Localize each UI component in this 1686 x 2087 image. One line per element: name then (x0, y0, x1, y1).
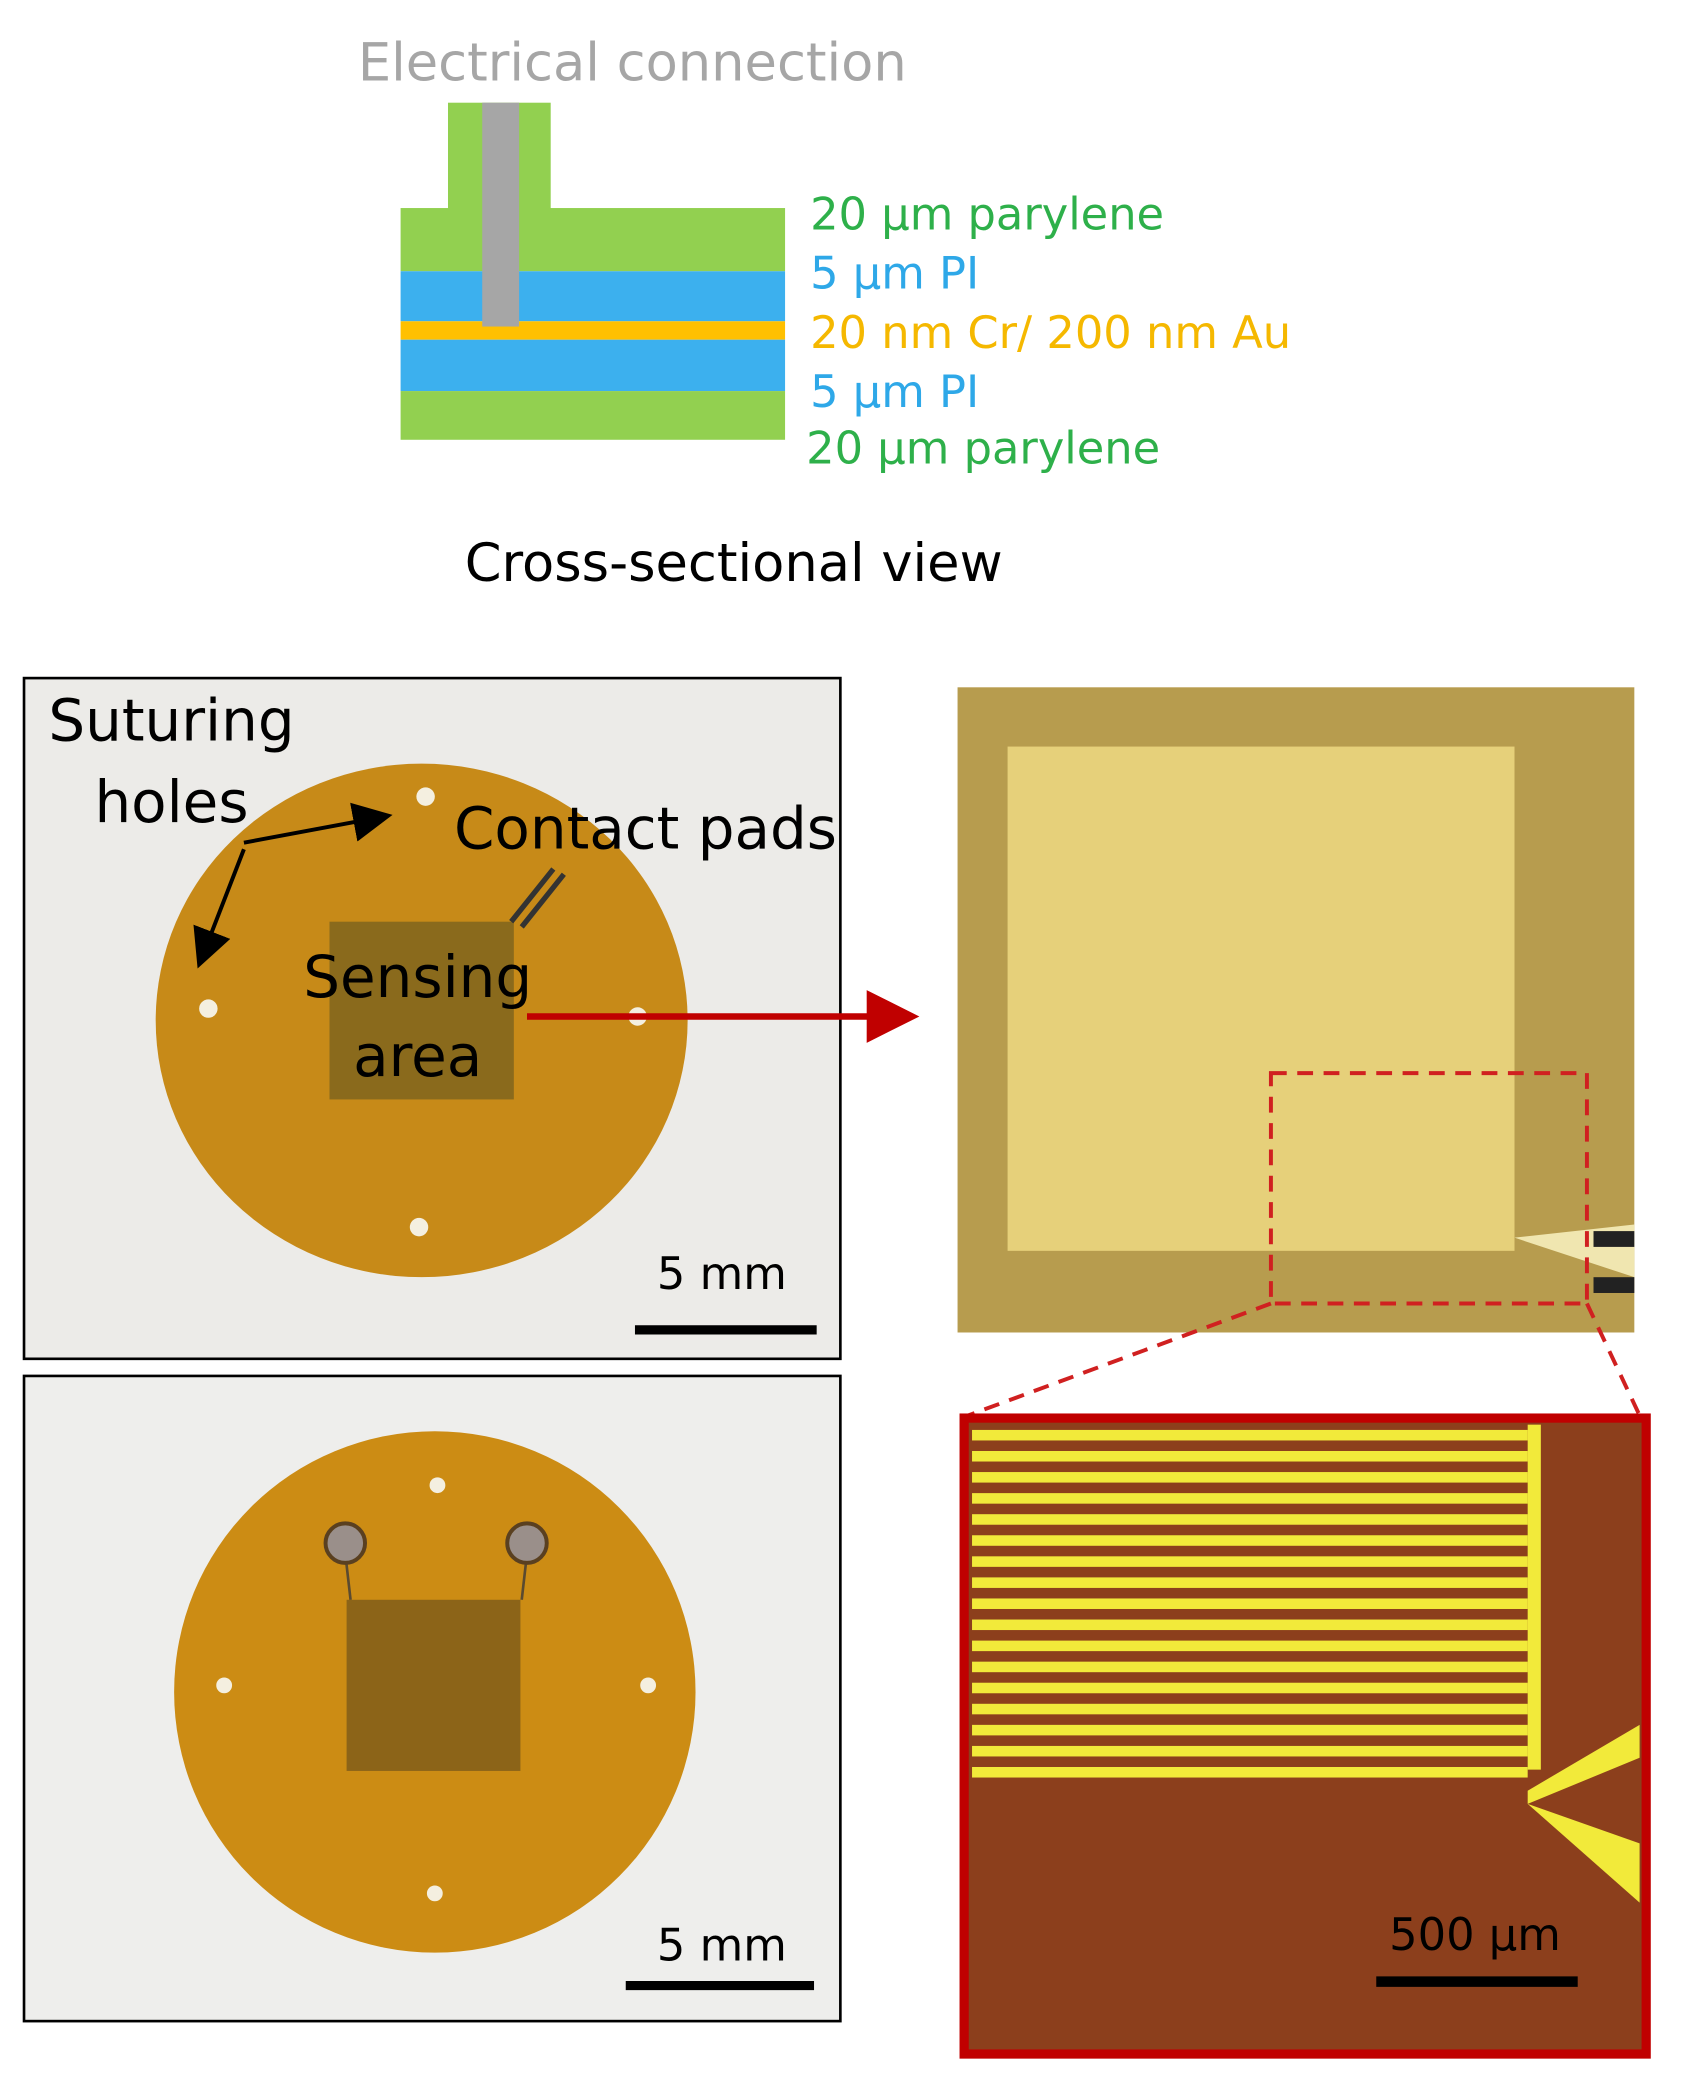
electrode-finger (972, 1472, 1528, 1483)
electrode-finger (972, 1703, 1528, 1715)
electrode-finger (972, 1514, 1528, 1525)
layer (400, 271, 786, 322)
layer (400, 391, 786, 440)
electrode-finger (972, 1556, 1528, 1567)
scale-bar-label: 500 µm (1389, 1908, 1561, 1961)
caption: Cross-sectional view (465, 533, 1003, 594)
layer-label: 20 µm parylene (806, 422, 1160, 475)
scale-bar-label: 5 mm (657, 1919, 787, 1972)
electrode-finger (972, 1682, 1528, 1694)
arrow-head (866, 990, 920, 1043)
label: holes (94, 768, 248, 836)
layer-label: 5 µm PI (810, 247, 979, 300)
electrode-finger (972, 1745, 1528, 1757)
connector (482, 102, 520, 327)
connection-label: Electrical connection (358, 32, 907, 93)
electrode-finger (972, 1640, 1528, 1652)
electrode-finger (972, 1577, 1528, 1588)
layer-label: 20 nm Cr/ 200 nm Au (810, 306, 1291, 359)
label: Suturing (48, 686, 294, 754)
electrode-finger (972, 1429, 1528, 1441)
layer-label: 5 µm PI (810, 365, 979, 418)
layer-label: 20 µm parylene (810, 187, 1164, 240)
cross-section: Electrical connection 20 µm parylene 5 µ… (358, 32, 1291, 593)
electrode-finger (972, 1450, 1528, 1462)
zoom-image: 500 µm (959, 1413, 1651, 2059)
photo-bottom: 5 mm (22, 1374, 842, 2023)
layer (400, 321, 786, 340)
label: Contact pads (454, 794, 837, 862)
electrode-finger (972, 1619, 1528, 1631)
layer (400, 339, 786, 392)
scale-bar-label: 5 mm (657, 1247, 787, 1300)
layer (400, 208, 786, 272)
label: Sensing (303, 943, 532, 1011)
micrograph (957, 687, 1642, 1418)
electrode-finger (972, 1598, 1528, 1609)
electrode-finger (972, 1724, 1528, 1736)
electrode-finger (972, 1493, 1528, 1504)
electrode-finger (972, 1661, 1528, 1673)
electrode-finger (972, 1766, 1528, 1778)
electrode-finger (972, 1535, 1528, 1546)
label: area (353, 1022, 482, 1090)
